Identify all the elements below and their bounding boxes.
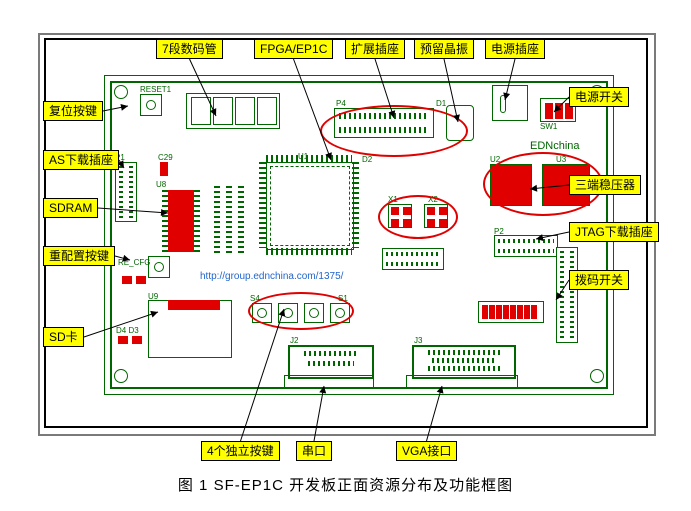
silkscreen-recfg: RE_CFG [118, 258, 150, 267]
hole [114, 369, 128, 383]
callout-reset: 复位按键 [43, 101, 103, 121]
passives-2 [226, 186, 232, 256]
cap-c29 [160, 162, 168, 176]
recfg-pad2 [136, 276, 146, 284]
seven-segment [186, 93, 280, 129]
sd-pins [168, 300, 220, 310]
pcb-url: http://group.ednchina.com/1375/ [200, 271, 343, 282]
callout-expansion: 扩展插座 [345, 39, 405, 59]
callout-psw: 电源开关 [569, 87, 629, 107]
passives-1 [214, 186, 220, 256]
silkscreen-d2: D2 [362, 155, 372, 164]
vga-db [406, 375, 518, 389]
callout-seg7: 7段数码管 [156, 39, 223, 59]
dip-switch [478, 301, 544, 323]
reset-button [140, 94, 162, 116]
led-d3 [132, 336, 142, 344]
callout-btn4: 4个独立按键 [201, 441, 280, 461]
brand-text: EDNchina [530, 140, 580, 152]
vga-connector-body [412, 345, 516, 379]
callout-jtag: JTAG下载插座 [569, 222, 659, 242]
reconfig-button [148, 256, 170, 278]
silkscreen-j3: J3 [414, 336, 422, 345]
as-header [115, 162, 137, 222]
callout-fpga: FPGA/EP1C [254, 39, 333, 59]
callout-uart: 串口 [296, 441, 332, 461]
fpga-pins-top [266, 155, 352, 162]
callout-recfg: 重配置按键 [43, 246, 115, 266]
sdram-pins-r [194, 190, 200, 252]
silkscreen-u8: U8 [156, 180, 166, 189]
sdram-pins-l [162, 190, 168, 252]
fpga-pins-bottom [266, 248, 352, 255]
callout-vga: VGA接口 [396, 441, 457, 461]
silkscreen-c29: C29 [158, 153, 173, 162]
circle-extension [320, 105, 468, 157]
fpga-chip [266, 162, 354, 250]
recfg-pad1 [122, 276, 132, 284]
hole [590, 369, 604, 383]
power-jack [492, 85, 528, 121]
serial-db [284, 375, 374, 389]
figure-caption: 图 1 SF-EP1C 开发板正面资源分布及功能框图 [0, 474, 691, 495]
silkscreen-sw1: SW1 [540, 122, 557, 131]
callout-sd: SD卡 [43, 327, 84, 347]
fpga-pins-right [352, 162, 359, 248]
callout-ldo: 三端稳压器 [569, 175, 641, 195]
fpga-pins-left [259, 162, 266, 248]
circle-osc [378, 195, 458, 239]
silkscreen-reset: RESET1 [140, 85, 171, 94]
hole [114, 85, 128, 99]
circle-buttons [248, 292, 354, 330]
right-long-header [556, 247, 578, 343]
callout-osc: 预留晶振 [414, 39, 474, 59]
callout-power: 电源插座 [485, 39, 545, 59]
silkscreen-d1: D1 [436, 99, 446, 108]
silkscreen-p4: P4 [336, 99, 346, 108]
passives-3 [238, 186, 244, 256]
callout-sdram: SDRAM [43, 198, 98, 218]
silkscreen-d4d3: D4 D3 [116, 326, 139, 335]
silkscreen-j2: J2 [290, 336, 298, 345]
serial-connector-body [288, 345, 374, 379]
power-jack-post [500, 95, 506, 113]
misc-hdr-a [382, 248, 444, 270]
callout-as: AS下载插座 [43, 150, 119, 170]
stage: EDNchina http://group.ednchina.com/1375/… [0, 0, 691, 511]
jtag-header [494, 235, 558, 257]
led-d4 [118, 336, 128, 344]
sdram-chip [168, 190, 194, 252]
callout-dip: 拨码开关 [569, 270, 629, 290]
